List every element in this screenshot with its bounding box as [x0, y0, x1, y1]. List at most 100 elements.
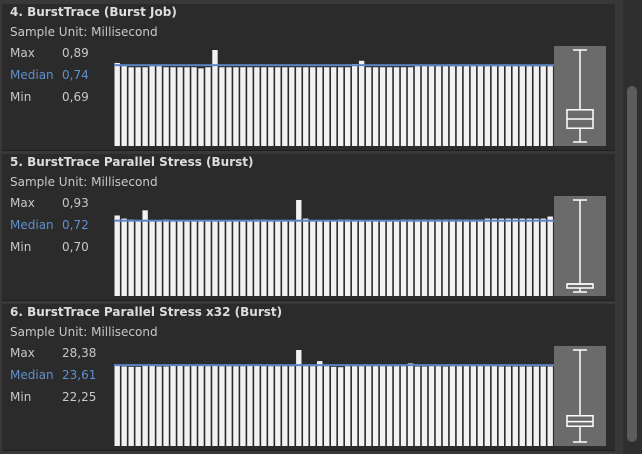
sample-unit: Sample Unit: Millisecond [10, 25, 158, 39]
sample-bar [379, 366, 386, 446]
min-value: 22,25 [62, 390, 97, 404]
sample-bar [505, 66, 511, 146]
sample-bar [484, 66, 491, 146]
sample-bar [519, 366, 525, 446]
sample-bar [303, 366, 309, 446]
sample-bar [512, 66, 518, 146]
sample-bar [442, 219, 449, 296]
sample-bar [275, 366, 281, 446]
sample-bar [198, 220, 204, 296]
sample-bar [414, 66, 421, 146]
sample-bar [135, 67, 141, 146]
sample-bar [533, 66, 539, 146]
sample-bar [135, 366, 141, 446]
sample-bar [226, 220, 232, 296]
sample-bar [407, 219, 414, 296]
sample-bar [303, 67, 309, 146]
sample-bar [435, 66, 442, 146]
sample-bar [191, 220, 197, 296]
sample-bar [365, 366, 372, 446]
sample-bar [254, 219, 260, 296]
sample-bar [212, 50, 218, 146]
sample-bar [212, 220, 218, 296]
sample-bar [351, 64, 358, 146]
sample-bar [456, 66, 463, 146]
sample-bar [331, 366, 337, 446]
median-label: Median [10, 368, 54, 382]
sample-bar [526, 66, 532, 146]
sample-bar [268, 366, 274, 446]
sample-bar [282, 67, 288, 146]
sample-bar [435, 219, 442, 296]
sample-bar [184, 220, 190, 296]
sample-bar [240, 220, 246, 296]
max-label: Max [10, 46, 35, 60]
sample-bar [470, 219, 477, 296]
sample-bar [261, 219, 267, 296]
sample-bar [114, 62, 120, 146]
scrollbar-thumb[interactable] [627, 86, 637, 442]
median-line [114, 364, 554, 367]
sample-bar [491, 218, 498, 296]
sample-bar [540, 366, 546, 446]
sample-bar [337, 367, 344, 446]
sample-bar [198, 365, 204, 446]
sample-bar [379, 220, 386, 296]
performance-test-panels: 4. BurstTrace (Burst Job) Sample Unit: M… [2, 4, 615, 451]
sample-bar [428, 66, 435, 146]
sample-bar [435, 366, 442, 446]
vertical-scrollbar[interactable] [623, 0, 642, 454]
sample-bar [142, 67, 148, 146]
sample-bar [240, 366, 246, 446]
max-value: 28,38 [62, 346, 97, 360]
sample-bar [463, 219, 470, 296]
test-title: 5. BurstTrace Parallel Stress (Burst) [10, 155, 254, 169]
sample-bar [477, 66, 484, 146]
min-label: Min [10, 390, 32, 404]
sample-bar [191, 67, 197, 146]
sample-bar [386, 220, 393, 296]
sample-bar [177, 220, 183, 296]
sample-unit: Sample Unit: Millisecond [10, 175, 158, 189]
sample-bar [184, 366, 190, 446]
sample-bar [310, 220, 316, 296]
sample-bar [512, 218, 518, 296]
sample-bar [491, 366, 498, 446]
sample-bar [505, 366, 511, 446]
sample-bar [128, 219, 134, 296]
sample-bar [470, 366, 477, 446]
sample-bar [219, 67, 225, 146]
sample-bar [289, 67, 295, 146]
min-label: Min [10, 240, 32, 254]
sample-bar [156, 220, 162, 296]
median-value: 0,74 [62, 68, 89, 82]
sample-bar [233, 220, 239, 296]
sample-bar [449, 66, 456, 146]
test-panel-burst-job: 4. BurstTrace (Burst Job) Sample Unit: M… [2, 4, 615, 151]
sample-bar [142, 365, 148, 446]
max-value: 0,93 [62, 196, 89, 210]
min-value: 0,69 [62, 90, 89, 104]
sample-bar [421, 366, 428, 446]
sample-bar [324, 220, 330, 296]
sample-bar [400, 219, 407, 296]
sample-bar [310, 67, 316, 146]
box-plot [554, 46, 606, 146]
sample-bar [386, 67, 393, 146]
sample-bar [289, 366, 295, 446]
sample-bar [428, 366, 435, 446]
sample-bar [519, 66, 525, 146]
sample-bar [540, 66, 546, 146]
sample-bar [219, 220, 225, 296]
sample-bar [275, 220, 281, 296]
sample-bar [261, 366, 267, 446]
sample-bar [317, 361, 323, 446]
sample-bar [526, 366, 532, 446]
sample-bar [121, 366, 127, 446]
median-line [114, 219, 554, 222]
sample-bar [247, 365, 253, 446]
sample-bar [393, 67, 400, 146]
sample-bar [505, 218, 511, 296]
sample-bar [219, 366, 225, 446]
sample-bar-chart [114, 200, 554, 296]
